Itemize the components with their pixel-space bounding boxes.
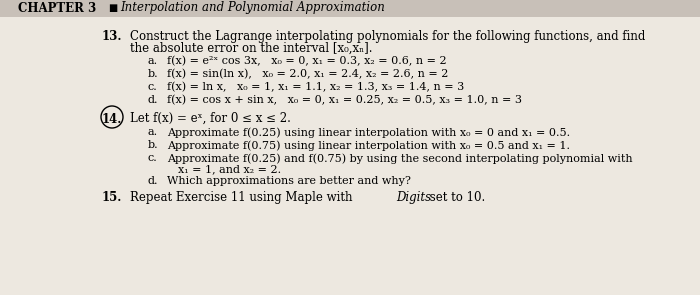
- Text: 15.: 15.: [102, 191, 122, 204]
- Text: set to 10.: set to 10.: [426, 191, 485, 204]
- Text: a.: a.: [148, 56, 158, 66]
- Text: Repeat Exercise 11 using Maple with: Repeat Exercise 11 using Maple with: [130, 191, 356, 204]
- Text: Which approximations are better and why?: Which approximations are better and why?: [167, 176, 411, 186]
- Text: f(x) = ln x,   x₀ = 1, x₁ = 1.1, x₂ = 1.3, x₃ = 1.4, n = 3: f(x) = ln x, x₀ = 1, x₁ = 1.1, x₂ = 1.3,…: [167, 82, 464, 92]
- Text: 14.: 14.: [102, 113, 122, 126]
- FancyBboxPatch shape: [0, 0, 700, 17]
- Text: ■: ■: [108, 4, 118, 12]
- Text: c.: c.: [148, 82, 158, 92]
- Text: x₁ = 1, and x₂ = 2.: x₁ = 1, and x₂ = 2.: [178, 164, 281, 174]
- Text: Approximate f(0.25) and f(0.75) by using the second interpolating polynomial wit: Approximate f(0.25) and f(0.75) by using…: [167, 153, 633, 163]
- Text: the absolute error on the interval [x₀,xₙ].: the absolute error on the interval [x₀,x…: [130, 42, 372, 55]
- Text: Construct the Lagrange interpolating polynomials for the following functions, an: Construct the Lagrange interpolating pol…: [130, 30, 645, 43]
- Text: a.: a.: [148, 127, 158, 137]
- Text: 13.: 13.: [102, 30, 122, 43]
- Text: Approximate f(0.25) using linear interpolation with x₀ = 0 and x₁ = 0.5.: Approximate f(0.25) using linear interpo…: [167, 127, 570, 137]
- Text: f(x) = sin(ln x),   x₀ = 2.0, x₁ = 2.4, x₂ = 2.6, n = 2: f(x) = sin(ln x), x₀ = 2.0, x₁ = 2.4, x₂…: [167, 69, 449, 79]
- Text: CHAPTER 3: CHAPTER 3: [18, 1, 97, 14]
- Text: f(x) = cos x + sin x,   x₀ = 0, x₁ = 0.25, x₂ = 0.5, x₃ = 1.0, n = 3: f(x) = cos x + sin x, x₀ = 0, x₁ = 0.25,…: [167, 95, 522, 105]
- Text: b.: b.: [148, 69, 159, 79]
- Text: Approximate f(0.75) using linear interpolation with x₀ = 0.5 and x₁ = 1.: Approximate f(0.75) using linear interpo…: [167, 140, 570, 150]
- Text: d.: d.: [148, 176, 158, 186]
- Text: f(x) = e²ˣ cos 3x,   x₀ = 0, x₁ = 0.3, x₂ = 0.6, n = 2: f(x) = e²ˣ cos 3x, x₀ = 0, x₁ = 0.3, x₂ …: [167, 56, 447, 66]
- Text: c.: c.: [148, 153, 158, 163]
- Text: Let f(x) = eˣ, for 0 ≤ x ≤ 2.: Let f(x) = eˣ, for 0 ≤ x ≤ 2.: [130, 112, 291, 125]
- Text: d.: d.: [148, 95, 158, 105]
- Text: b.: b.: [148, 140, 159, 150]
- Text: Interpolation and Polynomial Approximation: Interpolation and Polynomial Approximati…: [120, 1, 385, 14]
- Text: Digits: Digits: [396, 191, 431, 204]
